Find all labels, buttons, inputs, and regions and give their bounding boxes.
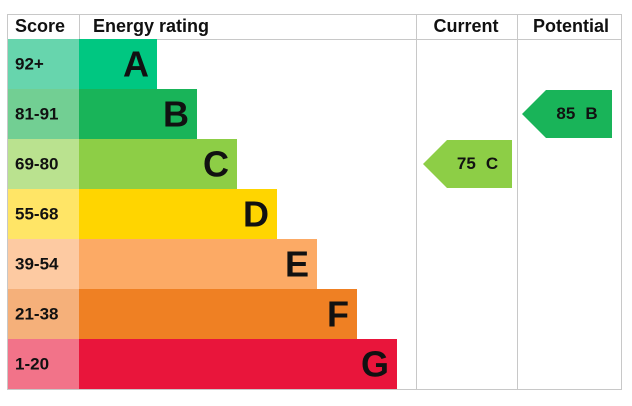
header-score: Score	[15, 16, 65, 36]
score-cell	[8, 239, 79, 289]
band-bar	[79, 189, 277, 239]
score-label: 39-54	[15, 254, 59, 273]
current-label: 75 C	[457, 154, 498, 173]
potential-value: 85	[556, 104, 575, 123]
band-bar	[79, 39, 157, 89]
score-label: 92+	[15, 54, 44, 73]
score-cell	[8, 289, 79, 339]
band-bar	[79, 339, 397, 389]
band-letter: E	[285, 244, 309, 285]
band-bar	[79, 89, 197, 139]
score-label: 21-38	[15, 304, 58, 323]
band-letter: B	[163, 94, 189, 135]
score-label: 55-68	[15, 204, 58, 223]
score-cell	[8, 39, 79, 89]
score-label: 1-20	[15, 354, 49, 373]
band-letter: G	[361, 344, 389, 385]
band-letter: A	[123, 44, 149, 85]
score-cell	[8, 89, 79, 139]
score-cell	[8, 139, 79, 189]
current-value: 75	[457, 154, 476, 173]
score-cell	[8, 189, 79, 239]
potential-band: B	[585, 104, 597, 123]
potential-label: 85 B	[556, 104, 597, 123]
potential-arrow	[522, 90, 612, 138]
score-label: 81-91	[15, 104, 58, 123]
band-bar	[79, 239, 317, 289]
current-band: C	[486, 154, 498, 173]
header-potential: Potential	[533, 16, 609, 36]
band-letter: F	[327, 294, 349, 335]
band-letter: D	[243, 194, 269, 235]
band-bar	[79, 139, 237, 189]
score-cell	[8, 339, 79, 389]
header-rating: Energy rating	[93, 16, 209, 36]
current-arrow	[423, 140, 512, 188]
frame	[7, 14, 622, 390]
band-bar	[79, 289, 357, 339]
score-label: 69-80	[15, 154, 58, 173]
band-letter: C	[203, 144, 229, 185]
header-current: Current	[433, 16, 498, 36]
